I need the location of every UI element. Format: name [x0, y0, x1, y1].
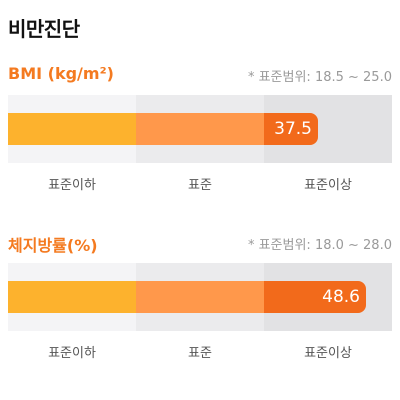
bar-segment-above-standard — [264, 281, 366, 313]
bmi-range-note: * 표준범위: 18.5 ~ 25.0 — [247, 70, 392, 85]
bar-segment-above-standard — [264, 113, 318, 145]
bmi-zone-labels: 표준이하 표준 표준이상 — [8, 174, 392, 194]
bar-segment-below-standard — [8, 113, 136, 145]
body-fat-gauge: 48.6 — [8, 263, 392, 331]
zone-label-standard: 표준 — [188, 346, 212, 361]
bmi-value: 37.5 — [274, 119, 312, 139]
zone-label-below-standard: 표준이하 — [48, 346, 96, 361]
body-fat-bar: 48.6 — [8, 281, 366, 313]
body-fat-range-note: * 표준범위: 18.0 ~ 28.0 — [247, 238, 392, 253]
bmi-bar: 37.5 — [8, 113, 318, 145]
zone-label-above-standard: 표준이상 — [304, 346, 352, 361]
body-fat-zone-labels: 표준이하 표준 표준이상 — [8, 342, 392, 362]
page-title: 비만진단 — [8, 17, 80, 41]
bmi-gauge: 37.5 — [8, 95, 392, 163]
body-fat-title: 체지방률(%) — [8, 236, 98, 255]
zone-label-above-standard: 표준이상 — [304, 178, 352, 193]
bar-segment-standard — [136, 281, 264, 313]
bar-segment-standard — [136, 113, 264, 145]
zone-label-standard: 표준 — [188, 178, 212, 193]
bar-segment-below-standard — [8, 281, 136, 313]
bmi-section: BMI (kg/m²) * 표준범위: 18.5 ~ 25.0 37.5 표준이… — [0, 64, 400, 204]
body-fat-section: 체지방률(%) * 표준범위: 18.0 ~ 28.0 48.6 표준이하 표준… — [0, 232, 400, 372]
body-fat-value: 48.6 — [322, 287, 360, 307]
bmi-title: BMI (kg/m²) — [8, 64, 114, 83]
zone-label-below-standard: 표준이하 — [48, 178, 96, 193]
